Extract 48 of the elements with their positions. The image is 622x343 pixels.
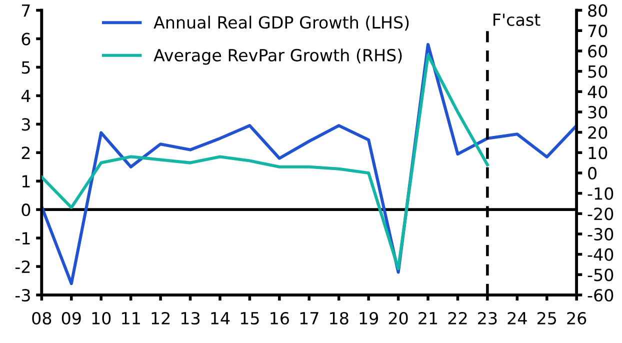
y2-tick-label: -10 [588,187,614,200]
legend-label: Annual Real GDP Growth (LHS) [154,16,409,31]
x-tick-label: 14 [211,312,230,324]
y-tick-label: 7 [22,4,30,17]
y-tick-label: 6 [22,32,30,46]
x-tick-label: 26 [567,312,586,325]
x-tick-label: 22 [448,312,467,324]
y2-tick-label: 60 [588,44,608,58]
x-tick-label: 18 [330,312,348,325]
y2-tick-label: 30 [588,106,608,119]
x-tick-label: 21 [418,312,438,324]
y2-tick-label: 50 [588,65,608,78]
x-tick-label: 23 [478,312,497,325]
y2-tick-label: 80 [588,4,608,17]
x-tick-label: 13 [181,312,200,325]
y-tick-label: 4 [21,90,30,102]
x-tick-label: 20 [388,312,408,325]
ref-line-label: F'cast [494,14,540,26]
x-tick-label: 11 [122,312,140,324]
y2-tick-label: 10 [588,146,608,160]
y2-tick-label: 20 [588,126,608,139]
x-tick-label: 15 [240,312,259,325]
x-tick-label: 10 [92,312,111,325]
y-tick-label: 0 [22,204,30,216]
y-tick-label: 2 [22,146,30,159]
y-tick-label: 3 [22,118,30,131]
y-tick-label: -1 [15,232,30,244]
y2-tick-label: -50 [588,268,614,282]
x-tick-label: 08 [32,312,52,325]
x-tick-label: 24 [508,312,527,324]
x-tick-label: 25 [537,312,556,325]
y-tick-label: -2 [15,260,30,273]
x-tick-label: 09 [62,312,81,325]
x-tick-label: 12 [152,312,170,324]
y2-tick-label: -60 [588,288,614,302]
x-tick-label: 16 [270,312,289,325]
y-tick-label: 5 [22,61,30,74]
y-tick-label: -3 [15,288,30,302]
x-tick-label: 17 [300,312,318,324]
y2-tick-label: -40 [588,248,614,261]
y2-tick-label: 70 [588,24,608,38]
legend-label: Average RevPar Growth (RHS) [154,48,402,65]
y2-tick-label: -20 [588,208,614,220]
x-tick-label: 19 [360,312,378,325]
y2-tick-label: -30 [588,228,614,241]
y2-tick-label: 40 [588,86,608,98]
y-tick-label: 1 [22,175,30,188]
y2-tick-label: 0 [588,166,597,180]
